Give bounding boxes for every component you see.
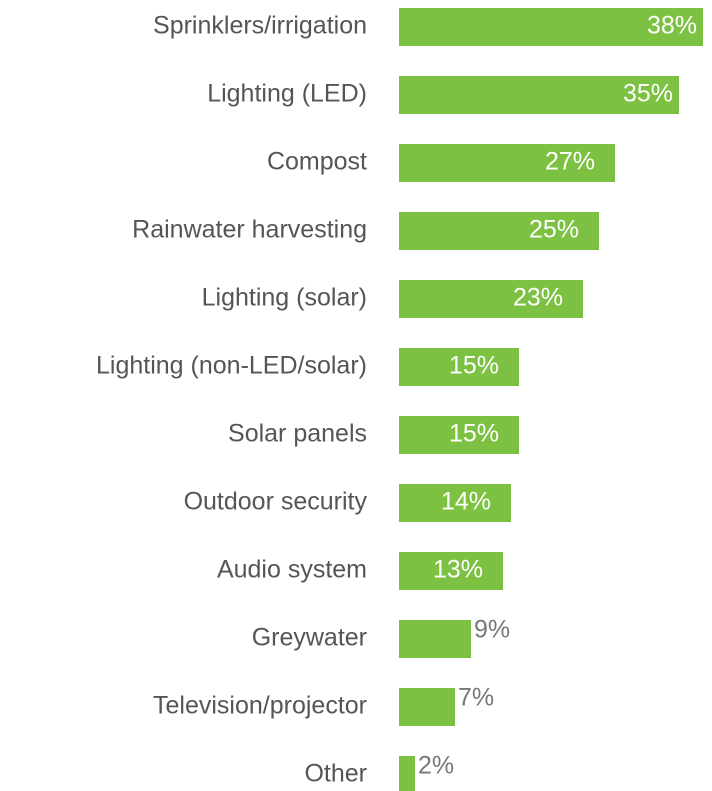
- category-label: Television/projector: [153, 692, 367, 720]
- bar: [399, 144, 615, 182]
- bar: [399, 348, 519, 386]
- category-label: Sprinklers/irrigation: [153, 12, 367, 40]
- category-label: Lighting (solar): [202, 284, 367, 312]
- category-label: Lighting (non-LED/solar): [96, 352, 367, 380]
- value-label: 27%: [545, 148, 595, 176]
- value-label: 14%: [441, 488, 491, 516]
- bar: [399, 212, 599, 250]
- value-label: 9%: [474, 616, 510, 644]
- value-label: 23%: [513, 284, 563, 312]
- category-label: Greywater: [252, 624, 367, 652]
- category-label: Audio system: [217, 556, 367, 584]
- value-label: 15%: [449, 420, 499, 448]
- value-label: 7%: [458, 684, 494, 712]
- category-label: Other: [304, 760, 367, 788]
- bar: [399, 688, 455, 726]
- category-label: Lighting (LED): [207, 80, 367, 108]
- value-label: 13%: [433, 556, 483, 584]
- bar: [399, 620, 471, 658]
- bar: [399, 76, 679, 114]
- value-label: 2%: [418, 752, 454, 780]
- bar: [399, 552, 503, 590]
- value-label: 38%: [647, 12, 697, 40]
- bar: [399, 756, 415, 791]
- category-label: Rainwater harvesting: [132, 216, 367, 244]
- category-label: Solar panels: [228, 420, 367, 448]
- value-label: 25%: [529, 216, 579, 244]
- bar: [399, 416, 519, 454]
- category-label: Compost: [267, 148, 367, 176]
- bar: [399, 8, 703, 46]
- value-label: 35%: [623, 80, 673, 108]
- bar: [399, 280, 583, 318]
- category-label: Outdoor security: [184, 488, 368, 516]
- bar: [399, 484, 511, 522]
- value-label: 15%: [449, 352, 499, 380]
